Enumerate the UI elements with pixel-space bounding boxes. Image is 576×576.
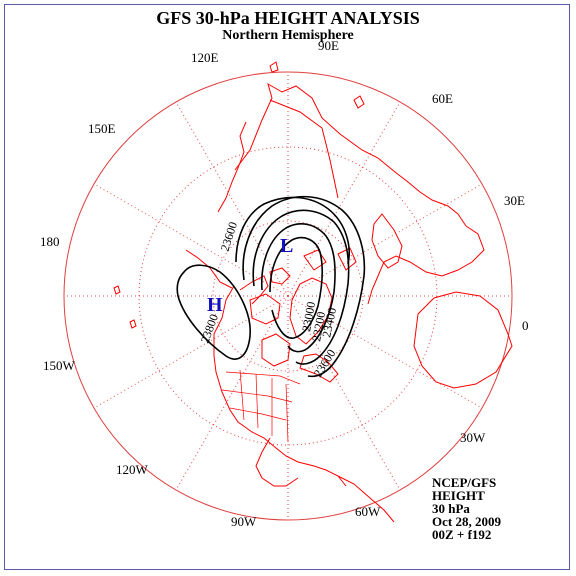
contour-23800-high <box>176 264 251 360</box>
lon-label-120w: 120W <box>116 462 149 477</box>
contour-23400 <box>252 209 350 365</box>
lon-label-90e: 90E <box>318 38 339 53</box>
map-subtitle: Northern Hemisphere <box>222 28 354 43</box>
latitude-circle-60n <box>212 220 364 372</box>
equator-circle <box>63 71 513 521</box>
info-forecast: 00Z + f192 <box>432 527 492 542</box>
height-contours <box>176 195 366 378</box>
map-title: GFS 30-hPa HEIGHT ANALYSIS <box>156 8 420 28</box>
lon-label-90w: 90W <box>231 514 257 529</box>
pacific-asia-coastline <box>217 121 247 213</box>
contour-23200 <box>260 223 336 353</box>
info-variable: HEIGHT <box>432 488 485 503</box>
lon-label-30w: 30W <box>460 430 486 445</box>
info-level: 30 hPa <box>432 501 470 516</box>
contour-label-23800: 23800 <box>198 312 221 345</box>
info-block: NCEP/GFS HEIGHT 30 hPa Oct 28, 2009 00Z … <box>432 476 501 541</box>
central-america-coastline <box>255 437 299 487</box>
contour-23600 <box>242 195 366 378</box>
contour-label-23000: 23000 <box>299 301 318 333</box>
low-pressure-marker: L <box>280 235 293 257</box>
scandinavia-coastline <box>371 213 403 269</box>
contour-label-23400: 23400 <box>319 306 339 338</box>
longitude-labels: 90E 60E 120E 30E 150E 180 0 150W 30W 120… <box>40 38 529 529</box>
figure-frame <box>4 4 570 570</box>
alaska-coastline <box>185 249 233 289</box>
hudson-bay <box>261 333 291 367</box>
lon-label-0: 0 <box>522 318 529 333</box>
africa-coastline <box>413 291 513 389</box>
arctic-islands <box>249 293 281 325</box>
info-source: NCEP/GFS <box>432 475 497 490</box>
europe-coastline <box>367 225 485 305</box>
us-state-borders <box>221 369 301 443</box>
south-america-coastline <box>337 475 395 523</box>
north-america-coastline <box>213 285 347 487</box>
lon-label-150e: 150E <box>88 121 116 136</box>
lon-label-60w: 60W <box>355 504 381 519</box>
contour-23000 <box>269 236 323 339</box>
lon-label-30e: 30E <box>504 193 525 208</box>
lon-label-60e: 60E <box>432 91 453 106</box>
coastlines <box>113 61 513 523</box>
lon-label-120e: 120E <box>191 50 219 65</box>
asia-coastline <box>234 82 467 227</box>
lon-label-150w: 150W <box>43 358 76 373</box>
high-pressure-marker: H <box>207 294 223 316</box>
info-date: Oct 28, 2009 <box>432 514 501 529</box>
asia-inland-border <box>269 99 339 199</box>
meridians <box>64 72 512 520</box>
contour-label-23200: 23200 <box>309 311 328 343</box>
lon-label-180: 180 <box>40 234 60 249</box>
